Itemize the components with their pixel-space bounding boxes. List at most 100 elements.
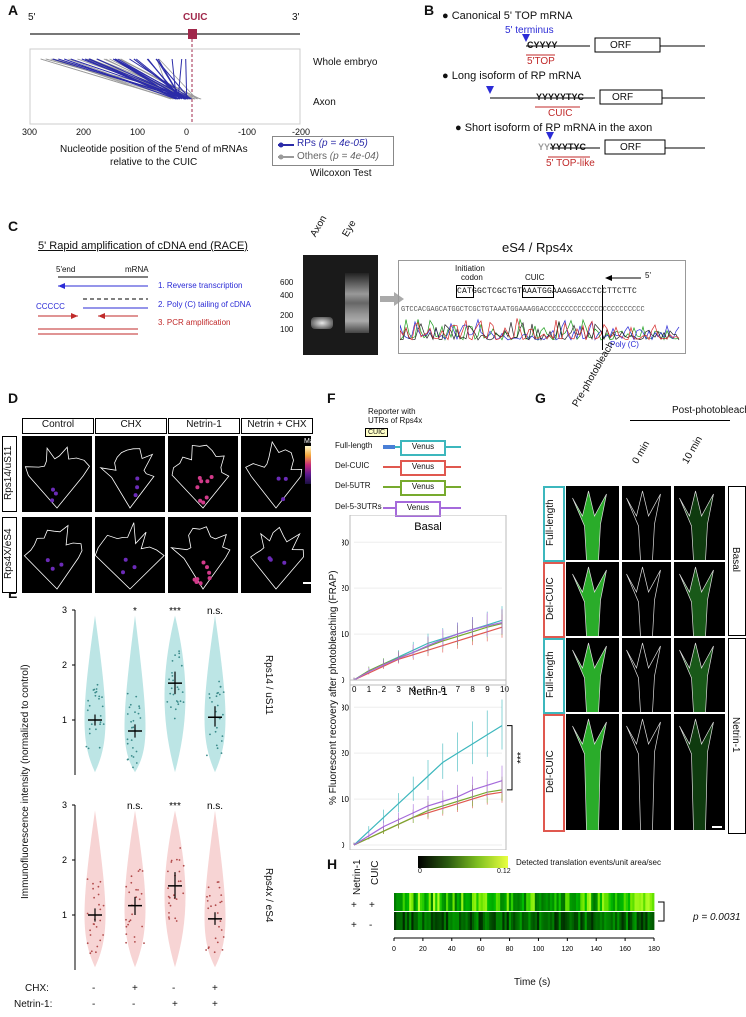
h-xtick-label: 180	[648, 946, 660, 953]
h-heat-cell	[478, 912, 482, 930]
h-heat-cell	[532, 893, 536, 911]
g-image-cell	[566, 714, 619, 830]
g-row-label: Del-CUIC	[545, 750, 556, 794]
h-heat-cell	[463, 912, 466, 930]
e-data-point	[95, 688, 98, 690]
h-heat-cell	[461, 893, 464, 911]
e-data-point	[219, 901, 222, 904]
f-construct-label: Del-5UTR	[335, 481, 371, 490]
e-data-point	[218, 925, 220, 928]
rp-mapping-line	[155, 58, 191, 100]
e-data-point	[125, 933, 128, 935]
h-heat-cell	[630, 893, 633, 911]
cuic-box	[188, 29, 197, 39]
rp-mapping-line	[177, 58, 183, 100]
e-data-point	[175, 700, 178, 702]
h-heat-cell	[498, 893, 501, 911]
e-data-point	[207, 886, 210, 889]
e-data-point	[125, 925, 128, 928]
panel-a-xlabel-2: relative to the CUIC	[110, 157, 198, 168]
g-t10: 10 min	[680, 434, 706, 466]
h-heat-cell	[472, 893, 475, 911]
d-row-frame-2	[2, 517, 17, 593]
h-heat-cell	[597, 912, 601, 930]
h-heat-cell	[589, 893, 592, 911]
e-data-point	[174, 917, 177, 920]
g-growth-cone	[572, 566, 607, 636]
e-data-point	[214, 730, 217, 733]
c-title: 5' Rapid amplification of cDNA end (RACE…	[38, 240, 248, 252]
puncta-dot	[281, 497, 286, 502]
e-data-point	[138, 705, 140, 708]
h-heat-cell	[402, 912, 406, 930]
h-heat-cell	[541, 893, 544, 911]
e-data-point	[131, 726, 133, 729]
g-image-cell	[622, 562, 671, 636]
puncta-dot	[205, 565, 209, 570]
rp-mapping-line	[96, 58, 187, 100]
h-heat-cell	[634, 893, 638, 911]
e-data-point	[170, 861, 173, 863]
e-data-point	[94, 694, 97, 697]
panel-label-e: E	[8, 585, 18, 601]
e-data-point	[96, 683, 99, 686]
h-heat-cell	[632, 912, 635, 930]
cuic-label: CUIC	[183, 12, 208, 23]
e-data-point	[99, 715, 102, 717]
e-data-point	[216, 881, 219, 883]
e-data-point	[130, 755, 133, 757]
h-heat-cell	[478, 893, 482, 911]
h-heat-cell	[446, 893, 449, 911]
f-frap-charts: Basal0102030012345678910Netrin-101020300…	[342, 515, 527, 850]
h-heat-cell	[649, 893, 653, 911]
e-data-point	[127, 758, 129, 761]
h-heat-cell	[621, 912, 625, 930]
g-growth-cone	[626, 566, 661, 636]
h-heat-cell	[628, 912, 631, 930]
g-image-cell	[674, 638, 725, 712]
h-cuic-label: CUIC	[370, 860, 381, 885]
h-heat-cell	[578, 893, 581, 911]
h-heat-cell	[487, 912, 490, 930]
e-significance: n.s.	[207, 801, 223, 812]
h-heat-cell	[424, 893, 427, 911]
e-data-point	[95, 926, 98, 928]
h-heat-cell	[558, 912, 562, 930]
h-xtick-label: 160	[619, 946, 631, 953]
f-ytick-label: 20	[342, 749, 349, 758]
c-left-arrow-icon	[605, 275, 641, 281]
h-heat-cell	[515, 893, 518, 911]
e-data-point	[125, 941, 127, 944]
panel-label-f: F	[327, 390, 336, 406]
puncta-dot	[201, 500, 206, 505]
h-heat-cell	[619, 893, 622, 911]
e-data-point	[132, 766, 134, 769]
h-heat-cell	[439, 912, 443, 930]
growth-cone-outline	[24, 446, 91, 509]
growth-cone-outline	[245, 440, 303, 509]
e-data-point	[102, 723, 105, 725]
f-venus-box: Venus	[400, 460, 446, 476]
e-data-point	[127, 923, 129, 926]
e-data-point	[99, 919, 102, 922]
panel-a-xtick: 100	[130, 127, 146, 137]
g-cond-basal: Basal	[730, 547, 741, 573]
h-heat-cell	[526, 893, 529, 911]
g-growth-cone	[626, 642, 661, 712]
g-post-underline	[630, 420, 730, 421]
h-heat-cell	[394, 893, 397, 911]
h-heat-cell	[502, 912, 505, 930]
h-heat-cell	[465, 893, 469, 911]
f-plot-title: Basal	[414, 521, 442, 533]
f-cuic-mark	[383, 445, 395, 449]
f-construct-label: Del-CUIC	[335, 461, 370, 470]
h-heat-cell	[554, 893, 557, 911]
c-step2: 2. Poly (C) tailing of cDNA	[158, 300, 251, 309]
c-chromatogram-frame	[398, 260, 686, 354]
h-heat-cell	[517, 893, 521, 911]
h-heat-cell	[420, 893, 423, 911]
d-image-cell	[95, 436, 165, 512]
e-data-point	[125, 885, 128, 888]
c-lane-axon: Axon	[308, 213, 330, 239]
h-row2-cuic: -	[369, 920, 373, 931]
